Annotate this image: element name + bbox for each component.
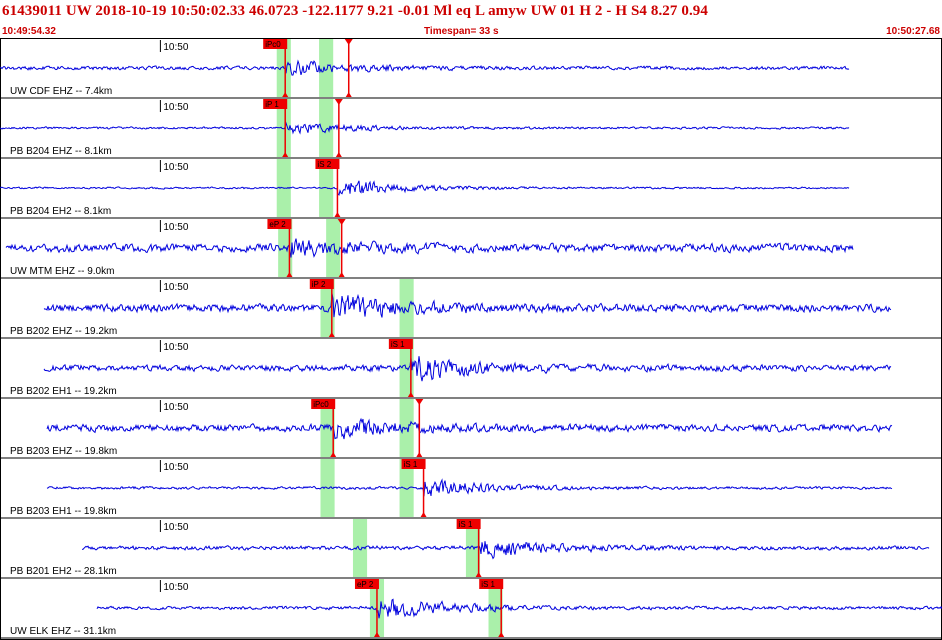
- event-summary-title: 61439011 UW 2018-10-19 10:50:02.33 46.07…: [2, 3, 708, 19]
- waveform-trace: [46, 478, 893, 497]
- pick-marker-triangle: [286, 272, 293, 277]
- pick-marker-triangle: [373, 632, 380, 637]
- pick-flag: [456, 519, 481, 529]
- analysis-window: [276, 99, 291, 157]
- pick-flag: [401, 459, 426, 469]
- pick-flag: [479, 579, 504, 589]
- pick-marker-triangle: [337, 219, 346, 225]
- pick-marker-triangle: [407, 392, 414, 397]
- pick-marker-triangle: [330, 452, 337, 457]
- pick-flag-label: iP 1: [265, 100, 279, 109]
- minute-tick-label: 10:50: [163, 162, 188, 173]
- channel-panel: 10:50 iS 1 PB B203 EH1 -- 19.8km: [0, 459, 942, 519]
- pick-flag-label: iS 1: [404, 460, 418, 469]
- channel-panel: 10:50 iPc0 PB B203 EHZ -- 19.8km: [0, 399, 942, 459]
- seismogram-panels: 10:50 iPc0 UW CDF EHZ -- 7.4km 10:50 iP 1 PB …: [0, 38, 942, 640]
- pick-flag-label: iPc0: [265, 40, 281, 49]
- pick-marker-triangle: [282, 92, 289, 97]
- pick-flag: [354, 579, 379, 589]
- channel-panel: 10:50 iS 1 PB B201 EH2 -- 28.1km: [0, 519, 942, 579]
- pick-flag-label: iS 1: [459, 520, 473, 529]
- channel-label: PB B202 EHZ -- 19.2km: [10, 326, 117, 337]
- waveform-trace: [96, 598, 942, 619]
- pick-flag: [311, 399, 336, 409]
- minute-tick-label: 10:50: [163, 402, 188, 413]
- waveform-trace: [81, 541, 930, 560]
- channel-panel: 10:50 iP 2 PB B202 EHZ -- 19.2km: [0, 279, 942, 339]
- pick-flag: [263, 99, 288, 109]
- pick-flag-label: eP 2: [269, 220, 286, 229]
- waveform-trace: [0, 59, 850, 76]
- channel-panel: 10:50 eP 2 iS 1 UW ELK EHZ -- 31.1km: [0, 579, 942, 639]
- pick-marker-triangle: [334, 212, 341, 217]
- minute-tick-label: 10:50: [163, 42, 188, 53]
- waveform-trace: [5, 238, 854, 258]
- channel-label: UW CDF EHZ -- 7.4km: [10, 86, 112, 97]
- pick-flag: [309, 279, 334, 289]
- pick-flag-label: iS 1: [391, 340, 405, 349]
- pick-marker-triangle: [420, 512, 427, 517]
- pick-marker-triangle: [345, 92, 352, 97]
- minute-tick-label: 10:50: [163, 102, 188, 113]
- analysis-window: [319, 99, 334, 157]
- channel-label: UW ELK EHZ -- 31.1km: [10, 626, 116, 637]
- waveform-trace: [46, 417, 893, 440]
- pick-flag: [388, 339, 413, 349]
- pick-flag-label: eP 2: [357, 580, 374, 589]
- channel-label: PB B204 EH2 -- 8.1km: [10, 206, 111, 217]
- time-info-bar: 10:49:54.32 Timespan= 33 s 10:50:27.68: [0, 22, 942, 38]
- pick-marker-triangle: [328, 332, 335, 337]
- channel-panel: 10:50 iPc0 UW CDF EHZ -- 7.4km: [0, 39, 942, 99]
- waveform-trace: [0, 180, 850, 196]
- channel-label: PB B204 EHZ -- 8.1km: [10, 146, 112, 157]
- pick-flag-label: iPc0: [313, 400, 329, 409]
- timespan: Timespan= 33 s: [424, 26, 499, 37]
- pick-flag-label: iP 2: [312, 280, 326, 289]
- pick-flag: [315, 159, 340, 169]
- pick-flag-label: iS 1: [481, 580, 495, 589]
- pick-marker-triangle: [335, 152, 342, 157]
- channel-label: UW MTM EHZ -- 9.0km: [10, 266, 114, 277]
- waveform-trace: [0, 121, 850, 135]
- pick-marker-triangle: [338, 272, 345, 277]
- channel-label: PB B201 EH2 -- 28.1km: [10, 566, 117, 577]
- channel-panel: 10:50 iS 2 PB B204 EH2 -- 8.1km: [0, 159, 942, 219]
- pick-marker-triangle: [475, 572, 482, 577]
- pick-flag: [263, 39, 288, 49]
- pick-marker-triangle: [344, 39, 353, 45]
- pick-flag: [267, 219, 292, 229]
- minute-tick-label: 10:50: [163, 342, 188, 353]
- channel-label: PB B202 EH1 -- 19.2km: [10, 386, 117, 397]
- analysis-window: [399, 459, 414, 517]
- minute-tick-label: 10:50: [163, 522, 188, 533]
- waveform-trace: [43, 293, 892, 318]
- start-time: 10:49:54.32: [2, 26, 56, 37]
- pick-marker-triangle: [498, 632, 505, 637]
- minute-tick-label: 10:50: [163, 462, 188, 473]
- channel-label: PB B203 EHZ -- 19.8km: [10, 446, 117, 457]
- channel-panel: 10:50 eP 2 UW MTM EHZ -- 9.0km: [0, 219, 942, 279]
- channel-panel: 10:50 iS 1 PB B202 EH1 -- 19.2km: [0, 339, 942, 399]
- pick-flag-label: iS 2: [317, 160, 331, 169]
- analysis-window: [319, 39, 334, 97]
- analysis-window: [352, 519, 368, 577]
- minute-tick-label: 10:50: [163, 582, 188, 593]
- waveform-trace: [43, 356, 892, 382]
- minute-tick-label: 10:50: [163, 222, 188, 233]
- pick-marker-triangle: [415, 399, 424, 405]
- analysis-window: [326, 219, 341, 277]
- pick-marker-triangle: [334, 99, 343, 105]
- pick-marker-triangle: [282, 152, 289, 157]
- analysis-window: [399, 279, 414, 337]
- end-time: 10:50:27.68: [886, 26, 940, 37]
- pick-marker-triangle: [416, 452, 423, 457]
- minute-tick-label: 10:50: [163, 282, 188, 293]
- channel-label: PB B203 EH1 -- 19.8km: [10, 506, 117, 517]
- channel-panel: 10:50 iP 1 PB B204 EHZ -- 8.1km: [0, 99, 942, 159]
